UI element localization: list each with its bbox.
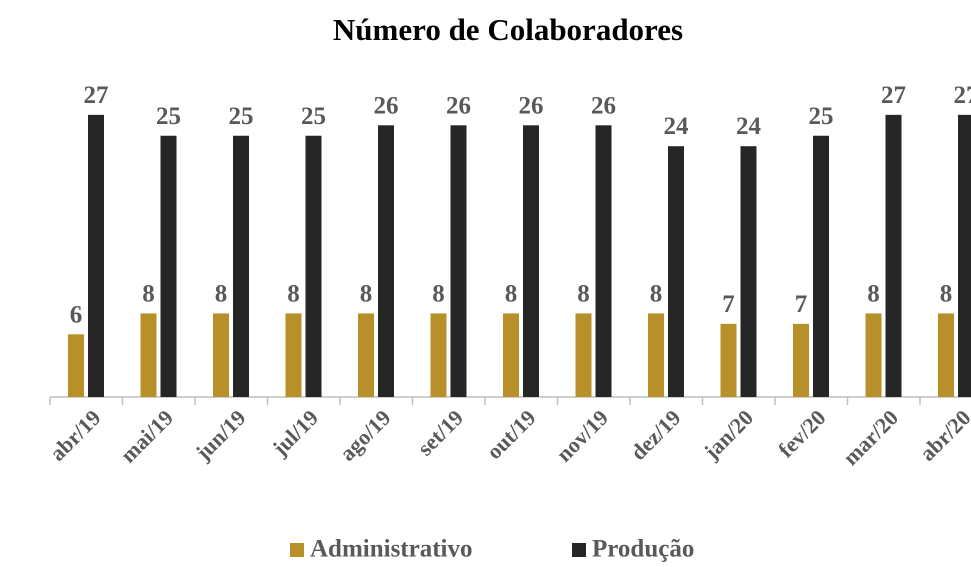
x-tick-label: mar/20 xyxy=(838,405,903,470)
bar xyxy=(358,313,374,397)
bar xyxy=(938,313,954,397)
bar xyxy=(575,313,592,397)
data-label: 27 xyxy=(881,82,906,109)
data-label: 26 xyxy=(374,92,399,119)
x-tick-label: ago/19 xyxy=(335,405,396,466)
data-label: 7 xyxy=(795,291,808,318)
data-label: 26 xyxy=(519,92,544,119)
chart-title: Número de Colaboradores xyxy=(333,12,683,47)
data-label: 25 xyxy=(229,103,254,130)
data-label: 8 xyxy=(867,280,880,307)
bar xyxy=(160,135,177,397)
bar xyxy=(595,125,612,398)
data-label: 8 xyxy=(287,280,300,307)
data-label: 24 xyxy=(736,113,762,140)
x-tick-label: jun/19 xyxy=(190,405,251,466)
x-tick-label: out/19 xyxy=(481,405,540,464)
data-label: 6 xyxy=(70,301,83,328)
bar xyxy=(523,125,539,398)
data-label: 26 xyxy=(446,92,471,119)
x-tick-label: abr/20 xyxy=(915,405,971,466)
bar xyxy=(648,313,664,397)
bar xyxy=(813,135,829,397)
data-label: 8 xyxy=(215,280,228,307)
data-label: 8 xyxy=(650,280,663,307)
bar xyxy=(285,313,302,397)
x-tick-label: jan/20 xyxy=(698,405,758,465)
x-tick-label: jul/19 xyxy=(267,405,323,461)
data-label: 8 xyxy=(360,280,373,307)
bar xyxy=(668,146,684,397)
x-tick-label: set/19 xyxy=(412,405,468,461)
bar xyxy=(793,323,809,397)
data-label: 25 xyxy=(809,103,834,130)
bar xyxy=(378,125,394,398)
x-tick-label: dez/19 xyxy=(626,405,686,465)
data-label: 27 xyxy=(84,82,109,109)
bar xyxy=(213,313,229,397)
data-label: 8 xyxy=(505,280,518,307)
x-tick-label: fev/20 xyxy=(773,405,830,462)
bar xyxy=(720,323,737,397)
bar xyxy=(88,114,104,397)
data-label: 26 xyxy=(591,92,616,119)
data-label: 8 xyxy=(940,280,953,307)
data-label: 25 xyxy=(301,103,326,130)
bar xyxy=(958,114,971,397)
bar xyxy=(885,114,902,397)
legend-label: Administrativo xyxy=(310,536,473,563)
data-label: 24 xyxy=(664,113,690,140)
bar xyxy=(68,334,84,397)
bar xyxy=(503,313,519,397)
data-label: 8 xyxy=(432,280,445,307)
x-tick-label: abr/19 xyxy=(45,405,106,466)
legend-swatch xyxy=(290,543,304,557)
bar xyxy=(305,135,322,397)
bar xyxy=(233,135,249,397)
data-label: 25 xyxy=(156,103,181,130)
x-tick-label: nov/19 xyxy=(551,405,613,467)
x-tick-label: mai/19 xyxy=(115,405,178,468)
legend-label: Produção xyxy=(592,536,694,563)
data-label: 7 xyxy=(722,291,735,318)
bar xyxy=(450,125,467,398)
data-label: 8 xyxy=(577,280,590,307)
data-label: 27 xyxy=(954,82,971,109)
bar xyxy=(140,313,157,397)
legend-swatch xyxy=(572,543,586,557)
bar xyxy=(430,313,447,397)
bar xyxy=(865,313,882,397)
data-label: 8 xyxy=(142,280,155,307)
bar xyxy=(740,146,757,397)
